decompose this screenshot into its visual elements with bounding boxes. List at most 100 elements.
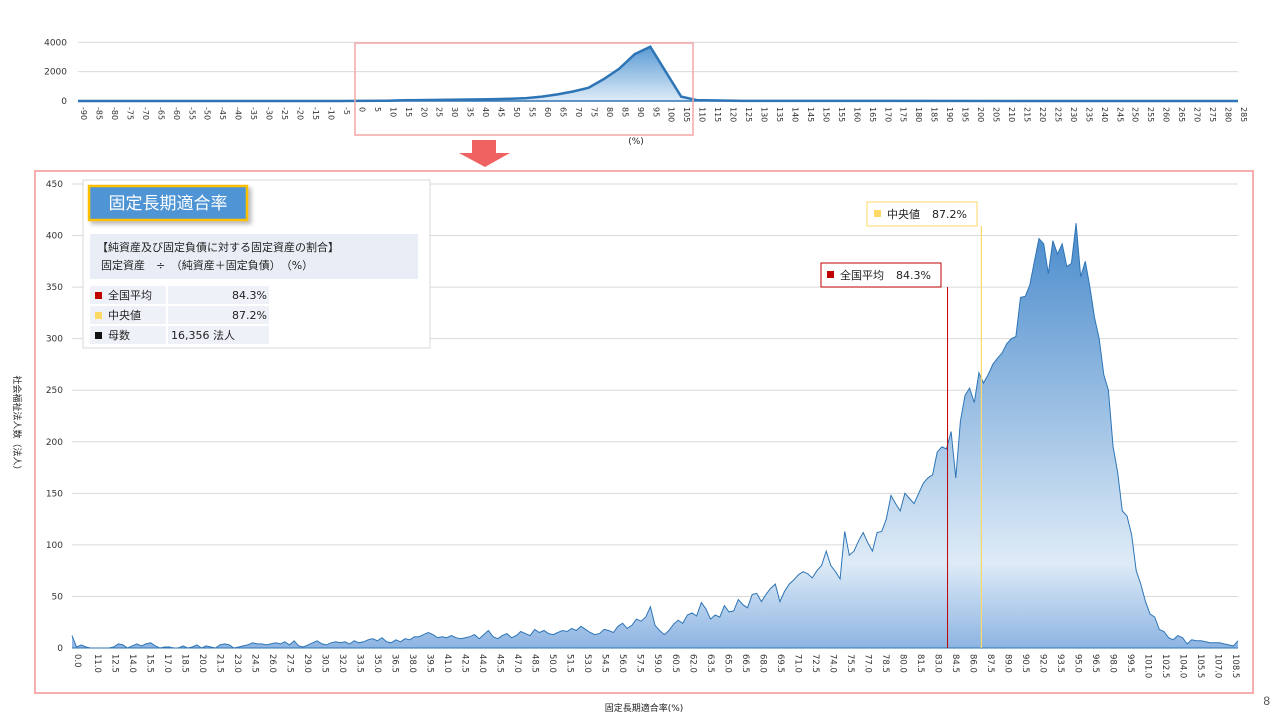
- overview-x-tick-label: 55: [528, 107, 537, 117]
- detail-x-tick-label: 108.5: [1230, 654, 1240, 678]
- detail-y-tick-label: 200: [46, 438, 63, 448]
- overview-x-tick-label: 215: [1022, 107, 1031, 122]
- overview-x-tick-label: 25: [435, 107, 444, 117]
- detail-area: [72, 223, 1238, 648]
- overview-x-tick-label: 160: [852, 107, 861, 122]
- info-panel: 固定長期適合率 【純資産及び固定負債に対する固定資産の割合】 固定資産 ÷ （純…: [82, 179, 431, 349]
- median-callout-label: 中央値: [887, 208, 920, 221]
- detail-x-tick-label: 93.5: [1055, 654, 1065, 673]
- detail-x-tick-label: 104.0: [1177, 654, 1187, 678]
- detail-y-tick-label: 400: [46, 232, 63, 242]
- detail-y-tick-label: 350: [46, 283, 63, 293]
- info-row-swatch: [95, 312, 102, 319]
- detail-x-tick-label: 84.5: [950, 654, 960, 673]
- info-row-label-cell: [90, 286, 166, 304]
- detail-x-tick-label: 50.0: [547, 654, 557, 673]
- detail-y-tick-label: 300: [46, 335, 63, 345]
- detail-x-tick-label: 53.0: [582, 654, 592, 673]
- overview-x-axis-label: (%): [628, 137, 644, 147]
- detail-x-tick-label: 66.5: [740, 654, 750, 673]
- overview-x-tick-label: -75: [125, 107, 134, 120]
- detail-x-tick-label: 62.0: [687, 654, 697, 673]
- median-callout: 中央値 87.2%: [866, 201, 978, 227]
- overview-x-tick-label: 100: [667, 107, 676, 122]
- overview-x-tick-label: -10: [326, 107, 335, 120]
- overview-x-tick-label: 85: [620, 107, 629, 117]
- detail-x-tick-label: 78.5: [880, 654, 890, 673]
- overview-x-tick-label: 235: [1084, 107, 1093, 122]
- overview-x-tick-label: 265: [1177, 107, 1186, 122]
- mean-callout: 全国平均 84.3%: [820, 262, 942, 288]
- median-callout-value: 87.2%: [932, 208, 967, 221]
- overview-x-tick-label: 250: [1131, 107, 1140, 122]
- detail-x-tick-label: 17.0: [162, 654, 172, 673]
- overview-x-tick-label: 205: [992, 107, 1001, 122]
- info-row-label: 母数: [108, 329, 130, 342]
- overview-x-tick-label: 180: [914, 107, 923, 122]
- overview-x-tick-label: 125: [744, 107, 753, 122]
- overview-x-tick-label: -90: [79, 107, 88, 120]
- detail-x-tick-label: 99.5: [1125, 654, 1135, 673]
- overview-x-tick-label: 155: [837, 107, 846, 122]
- detail-x-tick-label: 87.5: [985, 654, 995, 673]
- detail-x-tick-label: 92.0: [1037, 654, 1047, 673]
- overview-x-tick-label: 120: [729, 107, 738, 122]
- overview-x-tick-label: 110: [698, 107, 707, 122]
- overview-x-tick-label: 135: [775, 107, 784, 122]
- detail-x-tick-label: 38.0: [407, 654, 417, 673]
- overview-x-tick-label: 195: [961, 107, 970, 122]
- overview-x-tick-label: 210: [1007, 107, 1016, 122]
- overview-y-tick-label: 0: [61, 97, 67, 107]
- detail-y-axis-label: 社会福祉法人数（法人）: [11, 375, 23, 474]
- overview-x-tick-label: 65: [558, 107, 567, 117]
- info-formula-line2: 固定資産 ÷ （純資産＋固定負債） （%）: [101, 258, 313, 272]
- overview-x-tick-label: 190: [945, 107, 954, 122]
- overview-x-tick-label: 200: [976, 107, 985, 122]
- detail-y-tick-label: 250: [46, 386, 63, 396]
- detail-x-tick-label: 59.0: [652, 654, 662, 673]
- detail-x-tick-label: 20.0: [197, 654, 207, 673]
- detail-x-tick-label: 35.0: [372, 654, 382, 673]
- overview-y-tick-label: 2000: [44, 68, 67, 78]
- overview-x-tick-label: 230: [1069, 107, 1078, 122]
- overview-area: [78, 46, 1238, 101]
- overview-x-tick-label: 5: [373, 107, 382, 112]
- detail-y-ticks: 450 400 350 300 250 200 150 100 50 0: [46, 180, 63, 654]
- overview-highlight-box: [354, 42, 694, 136]
- overview-x-tick-label: 50: [512, 107, 521, 117]
- detail-x-tick-label: 51.5: [565, 654, 575, 673]
- overview-x-tick-label: 280: [1224, 107, 1233, 122]
- detail-x-tick-label: 56.0: [617, 654, 627, 673]
- detail-x-tick-label: 95.0: [1072, 654, 1082, 673]
- overview-x-tick-label: 30: [450, 107, 459, 117]
- overview-x-tick-label: -35: [249, 107, 258, 120]
- detail-x-ticks: 0.0 11.0 12.5 14.0 15.5 17.0 18.5 20.0 21.5 23.0 2…: [72, 654, 1240, 678]
- detail-x-tick-label: 105.5: [1195, 654, 1205, 678]
- detail-x-tick-label: 33.5: [355, 654, 365, 673]
- detail-x-tick-label: 90.5: [1020, 654, 1030, 673]
- overview-x-tick-label: 75: [589, 107, 598, 117]
- overview-x-tick-label: 165: [868, 107, 877, 122]
- overview-x-tick-label: 240: [1100, 107, 1109, 122]
- overview-x-tick-label: 145: [806, 107, 815, 122]
- overview-x-tick-label: 260: [1162, 107, 1171, 122]
- detail-x-tick-label: 54.5: [600, 654, 610, 673]
- overview-x-tick-label: 270: [1193, 107, 1202, 122]
- detail-x-tick-label: 72.5: [810, 654, 820, 673]
- detail-x-tick-label: 83.0: [932, 654, 942, 673]
- info-stats-table: 全国平均 84.3% 中央値 87.2% 母数 16,356 法人: [90, 286, 269, 344]
- info-formula-line1: 【純資産及び固定負債に対する固定資産の割合】: [97, 240, 339, 254]
- mean-callout-value: 84.3%: [896, 269, 931, 282]
- overview-x-tick-label: -5: [342, 107, 351, 115]
- overview-x-tick-label: 95: [651, 107, 660, 117]
- overview-x-tick-label: 225: [1053, 107, 1062, 122]
- overview-x-tick-label: 40: [481, 107, 490, 117]
- mean-swatch: [827, 271, 834, 278]
- overview-x-tick-label: 10: [388, 107, 397, 117]
- overview-x-tick-label: 20: [419, 107, 428, 117]
- detail-x-tick-label: 42.5: [460, 654, 470, 673]
- detail-x-tick-label: 63.5: [705, 654, 715, 673]
- detail-y-tick-label: 100: [46, 541, 63, 551]
- info-row-swatch: [95, 292, 102, 299]
